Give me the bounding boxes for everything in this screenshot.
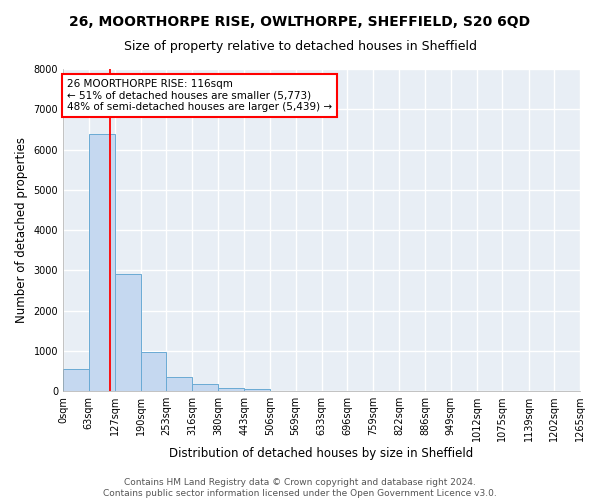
Bar bbox=[115, 274, 140, 391]
Bar bbox=[192, 384, 218, 391]
Text: Contains HM Land Registry data © Crown copyright and database right 2024.
Contai: Contains HM Land Registry data © Crown c… bbox=[103, 478, 497, 498]
Bar bbox=[89, 134, 115, 391]
Bar bbox=[166, 376, 192, 391]
Text: Size of property relative to detached houses in Sheffield: Size of property relative to detached ho… bbox=[124, 40, 476, 53]
Bar bbox=[244, 389, 270, 391]
Y-axis label: Number of detached properties: Number of detached properties bbox=[15, 137, 28, 323]
Bar bbox=[218, 388, 244, 391]
Text: 26 MOORTHORPE RISE: 116sqm
← 51% of detached houses are smaller (5,773)
48% of s: 26 MOORTHORPE RISE: 116sqm ← 51% of deta… bbox=[67, 79, 332, 112]
Bar bbox=[63, 368, 89, 391]
X-axis label: Distribution of detached houses by size in Sheffield: Distribution of detached houses by size … bbox=[169, 447, 473, 460]
Text: 26, MOORTHORPE RISE, OWLTHORPE, SHEFFIELD, S20 6QD: 26, MOORTHORPE RISE, OWLTHORPE, SHEFFIEL… bbox=[70, 15, 530, 29]
Bar bbox=[140, 352, 166, 391]
